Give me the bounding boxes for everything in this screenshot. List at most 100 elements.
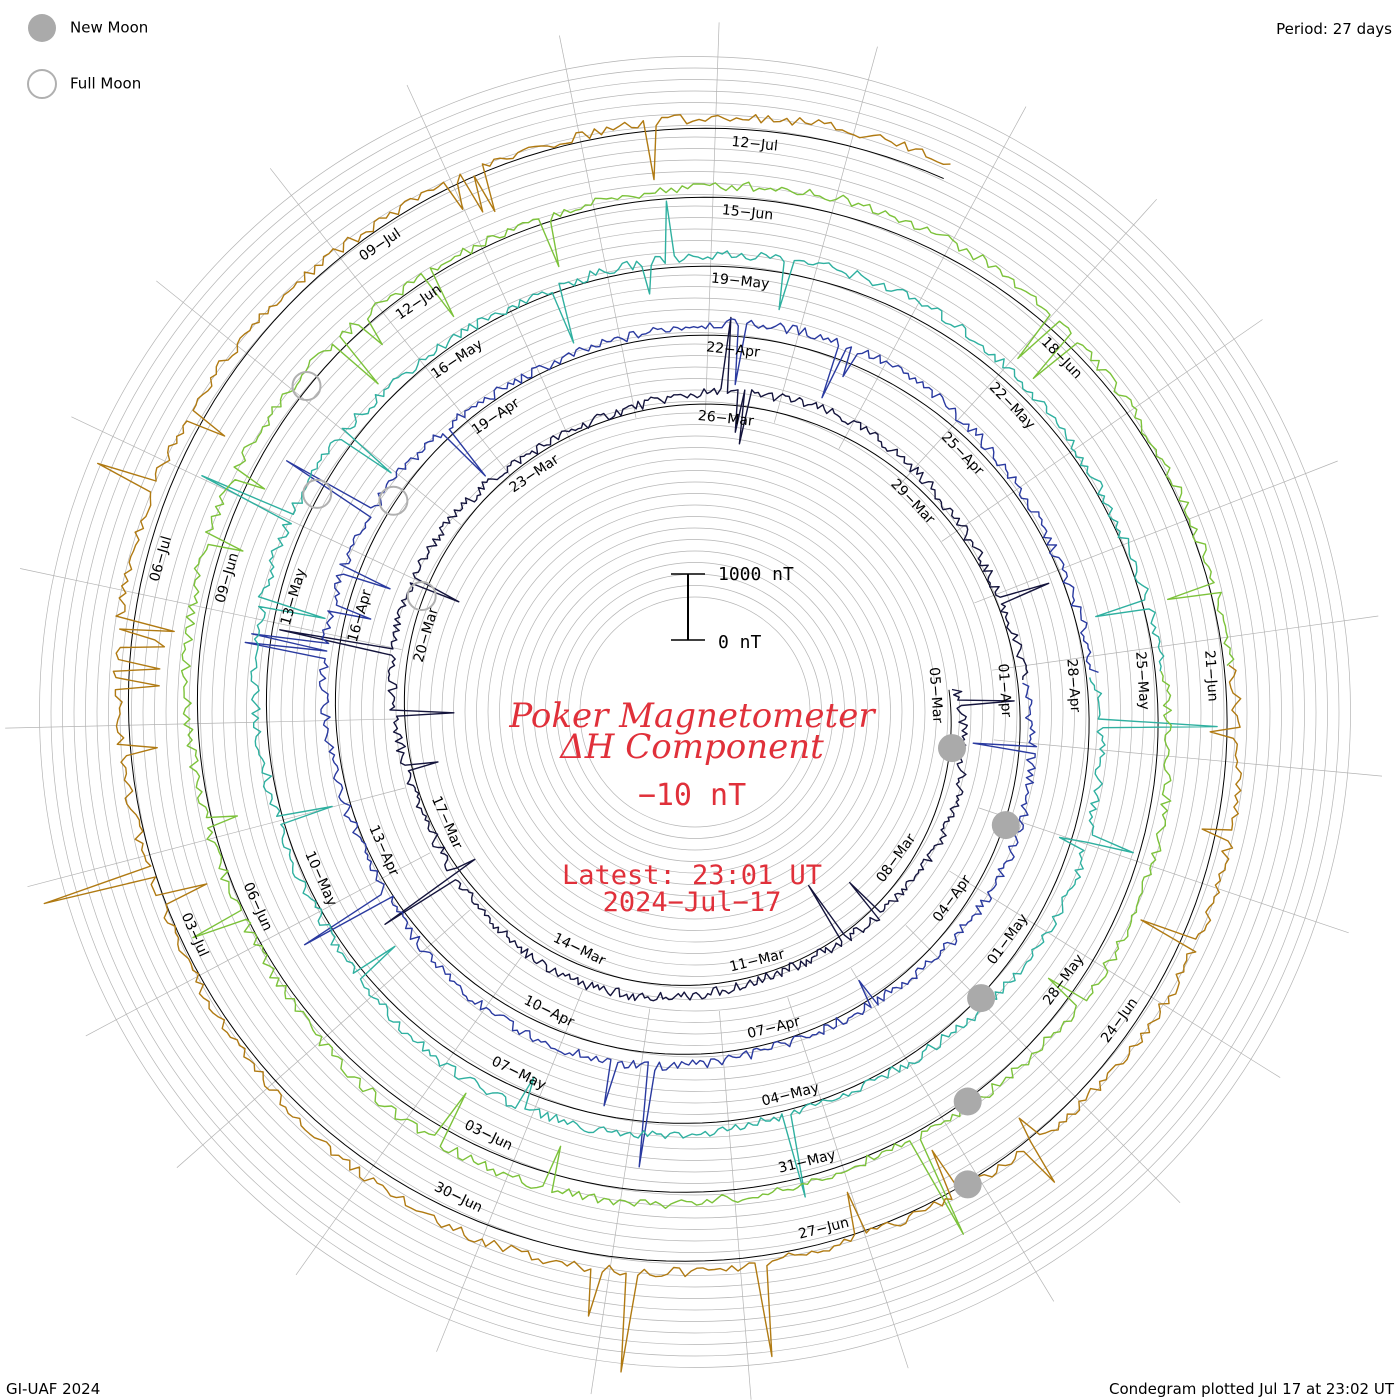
grid-circle xyxy=(361,378,1029,1046)
grid-spoke xyxy=(773,46,878,423)
date-label: 27−Jun xyxy=(797,1215,851,1243)
full-moon-marker xyxy=(378,485,409,516)
grid-circle xyxy=(62,79,1328,1345)
grid-circle xyxy=(85,102,1305,1322)
grid-spoke xyxy=(269,168,511,476)
new-moon-marker xyxy=(967,984,996,1013)
new-moon-legend-icon xyxy=(28,14,56,42)
grid-circle xyxy=(269,286,1121,1138)
date-label: 14−Mar xyxy=(551,930,609,969)
date-label: 20−Mar xyxy=(411,606,442,664)
full-moon-marker xyxy=(291,371,322,401)
trace-series-2 xyxy=(244,318,1099,1168)
grid-spoke xyxy=(590,1008,651,1395)
grid-circle xyxy=(177,194,1213,1230)
grid-spoke xyxy=(85,852,431,1037)
grid-circle xyxy=(510,527,880,897)
trace-series-5 xyxy=(43,114,1242,1373)
grid-circle xyxy=(464,481,926,943)
date-label: 01−Apr xyxy=(995,663,1015,718)
grid-circle xyxy=(200,217,1190,1207)
latest-time: Latest: 23:01 UT xyxy=(562,860,822,891)
date-label: 13−May xyxy=(278,567,310,628)
grid-circle xyxy=(338,355,1052,1069)
date-label: 05−Mar xyxy=(926,667,946,724)
grid-spoke xyxy=(979,807,1349,934)
grid-spoke xyxy=(5,718,396,729)
grid-circle xyxy=(326,343,1064,1081)
grid-circle xyxy=(246,263,1144,1161)
grid-spoke xyxy=(406,84,571,440)
trace-series-1 xyxy=(279,316,1050,1002)
date-label: 10−May xyxy=(301,849,339,909)
grid-spoke xyxy=(559,35,637,418)
grid-circle xyxy=(223,240,1167,1184)
grid-circle xyxy=(108,125,1282,1299)
date-label: 18−Jun xyxy=(1038,334,1085,382)
grid-circle xyxy=(372,389,1018,1035)
date-label: 26−Mar xyxy=(697,408,755,430)
grid-circle xyxy=(522,539,868,885)
grid-spoke xyxy=(905,925,1181,1203)
grid-circle xyxy=(280,297,1110,1127)
grid-circle xyxy=(579,596,811,828)
grid-spoke xyxy=(295,956,522,1276)
grid-circle xyxy=(568,585,822,839)
date-label: 15−Jun xyxy=(721,202,774,223)
grid-spoke xyxy=(705,22,720,413)
grid-circle xyxy=(418,435,972,989)
grid-circle xyxy=(257,274,1133,1150)
grid-circle xyxy=(476,493,914,931)
grid-spoke xyxy=(838,106,1027,449)
date-label: 29−Mar xyxy=(887,476,938,528)
grid-circle xyxy=(154,171,1236,1253)
full-moon-marker xyxy=(406,581,437,611)
date-label: 28−Apr xyxy=(1063,658,1083,713)
grid-spoke xyxy=(992,615,1379,671)
date-label: 22−May xyxy=(986,379,1038,432)
grid-circle xyxy=(407,424,983,1000)
date-label: 07−May xyxy=(489,1053,549,1093)
trace-series-3 xyxy=(201,200,1218,1198)
grid-spoke xyxy=(20,568,402,650)
grid-circle xyxy=(165,182,1225,1242)
grid-circle xyxy=(73,90,1317,1334)
grid-circle xyxy=(395,412,995,1012)
grid-spoke xyxy=(787,997,909,1369)
footer-left: GI-UAF 2024 xyxy=(6,1380,100,1398)
grid-circle xyxy=(453,470,937,954)
new-moon-marker xyxy=(938,734,966,763)
date-label: 24−Jun xyxy=(1098,995,1141,1046)
grid-spoke xyxy=(156,280,462,525)
latest-date: 2024−Jul−17 xyxy=(603,887,782,918)
full-moon-legend-label: Full Moon xyxy=(70,75,141,93)
grid-circle xyxy=(349,366,1041,1058)
grid-spoke xyxy=(941,319,1263,542)
grid-circle xyxy=(292,309,1098,1115)
chart-title: Poker Magnetometer xyxy=(508,696,876,736)
new-moon-marker xyxy=(991,811,1020,840)
chart-subtitle: ΔH Component xyxy=(558,727,824,767)
date-labels: 05−Mar08−Mar11−Mar14−Mar17−Mar20−Mar23−M… xyxy=(147,134,1221,1243)
grid-spoke xyxy=(974,460,1338,604)
date-label: 17−Mar xyxy=(428,794,465,852)
date-label: 12−Jul xyxy=(731,134,779,155)
new-moon-marker xyxy=(953,1170,982,1199)
footer-right: Condegram plotted Jul 17 at 23:02 UT xyxy=(1109,1380,1395,1398)
grid-spoke xyxy=(949,870,1281,1078)
grid-circle xyxy=(234,251,1156,1173)
grid-spoke xyxy=(850,968,1055,1302)
grid-circle xyxy=(499,516,891,908)
date-label: 04−Apr xyxy=(930,872,975,925)
grid-circle xyxy=(142,159,1248,1265)
scale-bar: 1000 nT 0 nT xyxy=(671,564,794,653)
grid-circle xyxy=(545,562,845,862)
grid-spoke xyxy=(993,739,1383,777)
grid-circle xyxy=(50,67,1340,1357)
grid-circle xyxy=(96,113,1294,1311)
grid-spoke xyxy=(895,198,1157,490)
grid-circle xyxy=(211,228,1179,1196)
grid-circle xyxy=(315,332,1075,1092)
